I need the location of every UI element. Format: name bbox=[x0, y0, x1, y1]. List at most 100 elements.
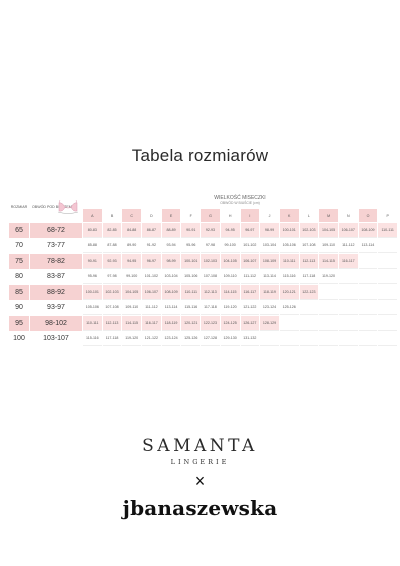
table-row: 70 73-77 85-88 87-88 89-90 91-92 93-94 95-96 97-… bbox=[9, 239, 397, 253]
bust-range-cell: 111-112 bbox=[142, 301, 161, 315]
size-column-header: ROZMIAR bbox=[10, 205, 28, 209]
bust-range-cell bbox=[378, 239, 397, 253]
table-row: 65 68-72 80-83 82-85 84-88 86-87 88-89 90-91 92-… bbox=[9, 223, 397, 238]
bust-range-cell: 82-85 bbox=[102, 223, 122, 238]
bust-range-cell: 112-113 bbox=[201, 285, 220, 300]
bust-range-cell: 118-119 bbox=[260, 285, 279, 300]
bust-range-cell bbox=[358, 301, 378, 315]
bust-range-cell: 115-116 bbox=[83, 332, 102, 346]
cup-letter-l: L bbox=[307, 213, 310, 218]
bust-range-cell: 87-88 bbox=[102, 239, 122, 253]
bust-range-cell: 102-103 bbox=[201, 254, 220, 269]
bust-range-cell: 115-116 bbox=[181, 301, 201, 315]
bust-range-cell: 121-122 bbox=[240, 301, 260, 315]
bust-range-cell: 106-107 bbox=[338, 223, 358, 238]
bust-range-cell: 128-129 bbox=[260, 316, 279, 331]
bust-range-cell bbox=[338, 270, 358, 284]
bust-range-cell: 108-109 bbox=[358, 223, 378, 238]
underbust-range: 83-87 bbox=[47, 273, 65, 281]
bust-range-cell: 108-109 bbox=[260, 254, 279, 269]
cup-letter-c: C bbox=[122, 209, 142, 222]
size-chart: ROZMIAR OBWÓD POD BIUSTEM WIEL bbox=[8, 191, 398, 347]
bust-range-cell bbox=[378, 270, 397, 284]
bust-range-cell bbox=[358, 332, 378, 346]
cup-letters-row: A B C D E F G H I J K L M N O P bbox=[9, 209, 397, 222]
bust-range-cell: 109-110 bbox=[122, 301, 142, 315]
bust-range-cell bbox=[378, 254, 397, 269]
cup-letter-n: N bbox=[346, 213, 350, 218]
cup-letter-a: A bbox=[83, 209, 102, 222]
bust-range-cell: 124-125 bbox=[220, 316, 240, 331]
bust-range-cell: 107-108 bbox=[102, 301, 122, 315]
bust-range-cell: 101-102 bbox=[240, 239, 260, 253]
bust-range-cell: 117-118 bbox=[201, 301, 220, 315]
cup-letter-e: E bbox=[161, 209, 181, 222]
bust-range-cell: 93-94 bbox=[161, 239, 181, 253]
bust-range-cell: 113-114 bbox=[358, 239, 378, 253]
bust-range-cell: 94-95 bbox=[220, 223, 240, 238]
bust-range-cell bbox=[299, 332, 319, 346]
bust-range-cell: 110-111 bbox=[83, 316, 102, 331]
band-size: 95 bbox=[9, 316, 29, 331]
bust-range-cell: 99-100 bbox=[220, 239, 240, 253]
bust-range-cell: 91-92 bbox=[142, 239, 161, 253]
bust-range-cell: 89-90 bbox=[122, 239, 142, 253]
bust-range-cell bbox=[319, 316, 338, 331]
band-size: 90 bbox=[15, 304, 23, 312]
bra-icon bbox=[57, 199, 79, 215]
bust-range-cell: 109-110 bbox=[319, 239, 338, 253]
bust-range-cell: 114-115 bbox=[220, 285, 240, 300]
bust-range-cell: 106-107 bbox=[142, 285, 161, 300]
page-title: Tabela rozmiarów bbox=[131, 146, 269, 165]
bust-range-cell: 114-115 bbox=[122, 316, 142, 331]
band-size: 70 bbox=[15, 242, 23, 250]
bust-range-cell: 100-101 bbox=[181, 254, 201, 269]
table-row: 90 93-97 105-106 107-108 109-110 111-112 113-1… bbox=[9, 301, 397, 315]
table-row: 100 103-107 115-116 117-118 119-120 121-122 12… bbox=[9, 332, 397, 346]
cup-letter-g: G bbox=[201, 209, 220, 222]
bust-range-cell: 97-98 bbox=[201, 239, 220, 253]
cup-size-header: WIELKOŚĆ MISECZKI OBWÓD W BIUŚCIE (cm) bbox=[83, 192, 397, 208]
table-row: 85 88-92 100-101 102-103 104-105 106-107 108-1… bbox=[9, 285, 397, 300]
bust-range-cell: 119-120 bbox=[122, 332, 142, 346]
bust-range-cell: 98-99 bbox=[260, 223, 279, 238]
bust-range-cell: 111-112 bbox=[240, 270, 260, 284]
band-size: 75 bbox=[9, 254, 29, 269]
cup-letter-j: J bbox=[268, 213, 271, 218]
bust-range-cell: 108-109 bbox=[161, 285, 181, 300]
size-table: ROZMIAR OBWÓD POD BIUSTEM WIEL bbox=[8, 191, 398, 347]
bust-range-cell: 116-117 bbox=[142, 316, 161, 331]
samanta-logo: SAMANTA bbox=[142, 436, 258, 456]
band-size: 100 bbox=[13, 335, 25, 343]
bust-range-cell bbox=[299, 316, 319, 331]
bust-range-cell: 119-120 bbox=[220, 301, 240, 315]
bust-range-cell bbox=[338, 301, 358, 315]
bust-range-cell: 125-126 bbox=[181, 332, 201, 346]
jbanaszewska-logo: jbanaszewska bbox=[122, 496, 278, 520]
underbust-label: OBWÓD POD BIUSTEM bbox=[32, 204, 72, 209]
underbust-range: 103-107 bbox=[43, 335, 69, 343]
table-row: 95 98-102 110-111 112-113 114-115 116-117 118-… bbox=[9, 316, 397, 331]
bust-range-cell: 110-111 bbox=[279, 254, 299, 269]
bust-range-cell: 107-108 bbox=[299, 239, 319, 253]
bust-range-cell: 86-87 bbox=[142, 223, 161, 238]
bust-range-cell: 122-123 bbox=[299, 285, 319, 300]
bust-range-cell bbox=[260, 332, 279, 346]
bust-range-cell: 92-93 bbox=[201, 223, 220, 238]
bust-range-cell: 90-91 bbox=[181, 223, 201, 238]
bust-range-cell: 102-103 bbox=[102, 285, 122, 300]
underbust-range: 78-82 bbox=[30, 254, 82, 269]
band-size: 85 bbox=[9, 285, 29, 300]
cup-letter-f: F bbox=[189, 213, 192, 218]
bust-range-cell bbox=[299, 301, 319, 315]
cup-letter-p: P bbox=[386, 213, 389, 218]
cup-letter-d: D bbox=[150, 213, 153, 218]
underbust-range: 88-92 bbox=[30, 285, 82, 300]
bust-range-cell bbox=[338, 316, 358, 331]
bust-range-cell: 98-99 bbox=[161, 254, 181, 269]
bust-range-cell: 95-96 bbox=[181, 239, 201, 253]
bust-range-cell: 112-113 bbox=[102, 316, 122, 331]
underbust-range: 73-77 bbox=[47, 242, 65, 250]
bust-range-cell: 109-110 bbox=[220, 270, 240, 284]
cup-letter-i: I bbox=[240, 209, 260, 222]
